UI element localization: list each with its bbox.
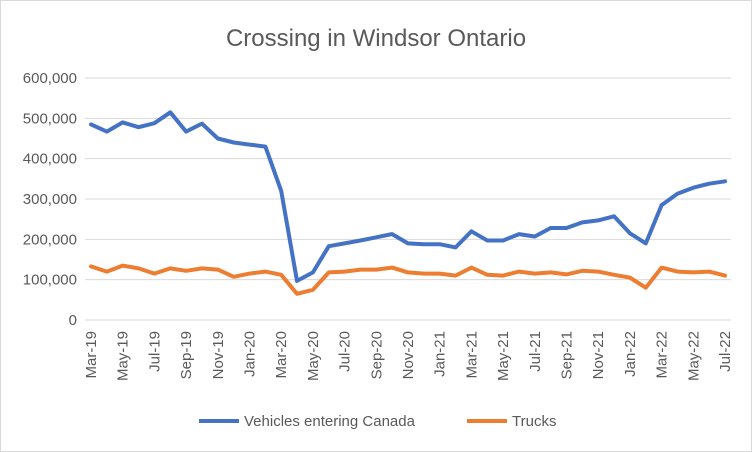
x-tick-label: Nov-21 (590, 331, 607, 379)
y-tick-label: 500,000 (23, 110, 77, 127)
x-tick-label: May-22 (685, 331, 702, 381)
y-tick-label: 100,000 (23, 272, 77, 289)
x-tick-label: May-21 (495, 331, 512, 381)
y-tick-label: 0 (69, 312, 77, 329)
x-tick-label: May-20 (305, 331, 322, 381)
x-tick-label: Sep-21 (559, 331, 576, 379)
y-tick-label: 600,000 (23, 70, 77, 87)
legend-label-vehicles: Vehicles entering Canada (244, 413, 416, 430)
x-tick-label: Mar-21 (463, 331, 480, 379)
x-tick-label: Jul-20 (337, 331, 354, 372)
series-line-trucks (89, 263, 727, 296)
chart-title: Crossing in Windsor Ontario (226, 25, 526, 52)
x-tick-label: Nov-20 (400, 331, 417, 379)
x-tick-label: Mar-20 (273, 331, 290, 379)
series-line-vehicles (89, 110, 727, 283)
gridlines (85, 77, 731, 321)
y-tick-label: 200,000 (23, 231, 77, 248)
x-tick-label: May-19 (115, 331, 132, 381)
x-tick-label: Sep-19 (178, 331, 195, 379)
x-tick-label: Jul-21 (527, 331, 544, 372)
x-tick-label: Nov-19 (210, 331, 227, 379)
x-axis-tick-labels: Mar-19 May-19 Jul-19 Sep-19 Nov-19 Jan-20 Mar-… (83, 331, 734, 381)
y-axis-tick-labels: 0 100,000 200,000 300,000 400,000 500,000 600,… (23, 70, 77, 329)
y-tick-label: 300,000 (23, 191, 77, 208)
x-tick-label: Jul-22 (717, 331, 734, 372)
legend: Vehicles entering Canada Trucks (199, 413, 556, 430)
x-tick-label: Mar-19 (83, 331, 100, 379)
x-tick-label: Sep-20 (368, 331, 385, 379)
legend-label-trucks: Trucks (512, 413, 556, 430)
x-tick-label: Jan-21 (432, 331, 449, 377)
x-tick-label: Jan-20 (242, 331, 259, 377)
series-lines (89, 110, 727, 296)
x-tick-label: Jan-22 (622, 331, 639, 377)
x-tick-label: Mar-22 (654, 331, 671, 379)
x-tick-label: Jul-19 (146, 331, 163, 372)
y-tick-label: 400,000 (23, 151, 77, 168)
